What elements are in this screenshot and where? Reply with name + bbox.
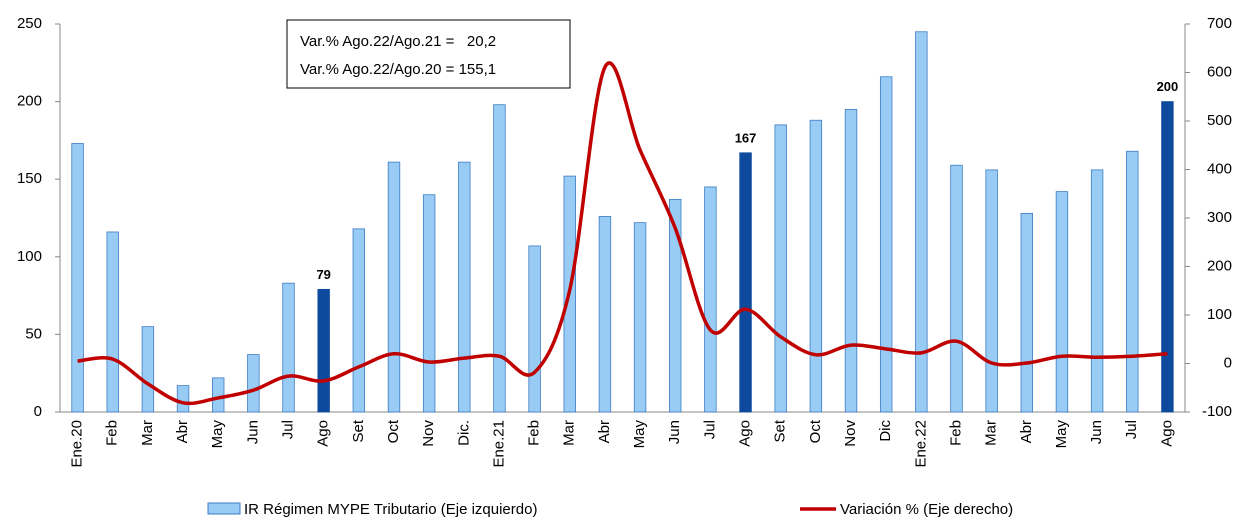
x-tick-label: May bbox=[1053, 420, 1070, 449]
x-tick-label: Jun bbox=[244, 420, 261, 444]
x-tick-label: Mar bbox=[139, 420, 156, 446]
y-tick-label: 50 bbox=[25, 325, 42, 342]
y-tick-label: 150 bbox=[17, 170, 42, 187]
bar bbox=[985, 169, 998, 413]
bar bbox=[1020, 212, 1033, 413]
bar bbox=[352, 228, 366, 413]
line bbox=[77, 61, 1168, 406]
x-tick-label: Ago bbox=[1158, 420, 1175, 447]
bar bbox=[915, 31, 928, 413]
y2-tick-label: 200 bbox=[1207, 257, 1232, 274]
bar bbox=[106, 231, 119, 413]
data-label: 200 bbox=[1157, 79, 1179, 94]
x-tick-label: Abr bbox=[1018, 420, 1035, 443]
y2-tick-label: 700 bbox=[1207, 15, 1232, 32]
bar bbox=[704, 186, 717, 413]
bar bbox=[669, 198, 682, 413]
legend-label: Variación % (Eje derecho) bbox=[840, 501, 1013, 517]
annotation-box bbox=[286, 19, 571, 89]
bar bbox=[212, 377, 225, 413]
x-tick-label: Mar bbox=[983, 420, 1000, 446]
x-tick-label: Nov bbox=[842, 420, 859, 447]
bar bbox=[739, 152, 752, 413]
x-tick-label: Ago bbox=[737, 420, 754, 447]
y-tick-label: 100 bbox=[17, 248, 42, 265]
bar bbox=[809, 119, 823, 413]
bar bbox=[1090, 169, 1104, 413]
x-tick-label: Jul bbox=[1123, 420, 1140, 439]
annotation: Var.% Ago.22/Ago.21 = 20,2 bbox=[300, 33, 496, 50]
bar bbox=[387, 161, 401, 413]
x-tick-label: Dic bbox=[877, 420, 894, 442]
annotation: Var.% Ago.22/Ago.20 = 155,1 bbox=[300, 61, 496, 78]
y2-tick-label: -100 bbox=[1202, 403, 1232, 420]
bar bbox=[598, 216, 612, 413]
x-tick-label: Oct bbox=[385, 419, 402, 443]
x-tick-label: Abr bbox=[596, 420, 613, 443]
y-tick-label: 0 bbox=[34, 403, 42, 420]
legend-label: IR Régimen MYPE Tributario (Eje izquierd… bbox=[244, 501, 537, 517]
bar bbox=[141, 326, 155, 413]
y2-tick-label: 0 bbox=[1224, 354, 1232, 371]
x-tick-label: May bbox=[209, 420, 226, 449]
x-tick-label: Set bbox=[350, 419, 367, 442]
bar bbox=[493, 104, 506, 413]
bar bbox=[176, 385, 190, 413]
bar bbox=[282, 282, 295, 413]
x-tick-label: Dic. bbox=[455, 420, 472, 446]
bar bbox=[774, 124, 787, 413]
bar bbox=[528, 245, 541, 413]
x-tick-label: Ene.21 bbox=[490, 420, 507, 468]
x-tick-label: Abr bbox=[174, 420, 191, 443]
x-tick-label: Ene.22 bbox=[912, 420, 929, 468]
bar bbox=[71, 143, 84, 413]
bar bbox=[422, 194, 436, 413]
bar bbox=[458, 161, 471, 413]
x-tick-label: Ene.20 bbox=[69, 420, 86, 468]
x-tick-label: Feb bbox=[947, 420, 964, 446]
data-label: 79 bbox=[316, 267, 330, 282]
bar bbox=[950, 164, 963, 413]
bar bbox=[1161, 101, 1174, 413]
bar bbox=[1055, 191, 1069, 413]
y2-tick-label: 600 bbox=[1207, 63, 1232, 80]
bar bbox=[879, 76, 893, 413]
y-tick-label: 200 bbox=[17, 93, 42, 110]
y2-tick-label: 400 bbox=[1207, 160, 1232, 177]
bar bbox=[247, 354, 260, 413]
x-tick-label: Nov bbox=[420, 420, 437, 447]
x-tick-label: Mar bbox=[561, 420, 578, 446]
x-tick-label: Jul bbox=[701, 420, 718, 439]
y2-tick-label: 300 bbox=[1207, 209, 1232, 226]
x-tick-label: Feb bbox=[104, 420, 121, 446]
x-tick-label: Set bbox=[772, 419, 789, 442]
x-tick-label: Jul bbox=[279, 420, 296, 439]
x-tick-label: Feb bbox=[526, 420, 543, 446]
bar bbox=[633, 222, 647, 413]
y-tick-label: 250 bbox=[17, 15, 42, 32]
x-tick-label: Ago bbox=[315, 420, 332, 447]
bar bbox=[844, 108, 858, 413]
x-tick-label: Jun bbox=[666, 420, 683, 444]
y2-tick-label: 500 bbox=[1207, 112, 1232, 129]
x-tick-label: Oct bbox=[807, 419, 824, 443]
legend-swatch bbox=[207, 502, 241, 515]
data-label: 167 bbox=[735, 130, 757, 145]
x-tick-label: May bbox=[631, 420, 648, 449]
bar bbox=[1126, 150, 1139, 413]
x-tick-label: Jun bbox=[1088, 420, 1105, 444]
bar bbox=[317, 288, 330, 413]
y2-tick-label: 100 bbox=[1207, 306, 1232, 323]
